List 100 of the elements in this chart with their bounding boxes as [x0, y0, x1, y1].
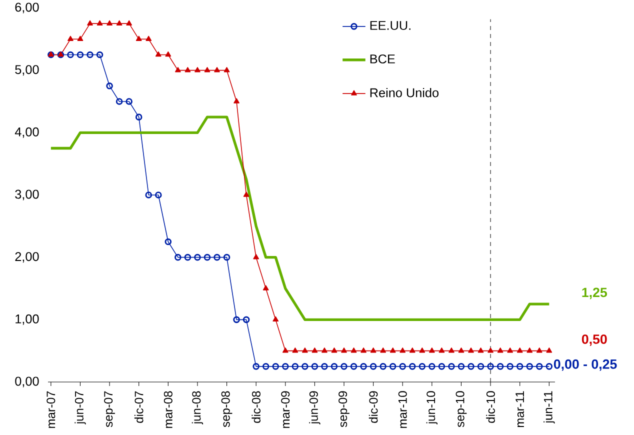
text: 0,50	[582, 334, 607, 346]
point	[272, 363, 280, 370]
x-tick-label: mar-11	[516, 391, 524, 428]
point	[428, 363, 436, 370]
point	[458, 363, 465, 370]
point	[497, 348, 504, 353]
point	[204, 66, 210, 72]
point	[252, 363, 260, 370]
point	[164, 238, 172, 246]
point	[174, 66, 181, 72]
point	[360, 363, 367, 370]
point	[419, 348, 426, 353]
point	[165, 51, 172, 57]
x-tick-label: dic-07	[134, 391, 144, 423]
point	[106, 82, 113, 90]
point	[468, 363, 474, 370]
point	[96, 51, 104, 58]
point	[448, 348, 454, 353]
point	[409, 348, 416, 353]
point	[262, 363, 270, 370]
x-tick-label: mar-10	[398, 391, 407, 428]
point	[224, 66, 230, 72]
point	[438, 363, 446, 370]
x-tick-label: jun-07	[74, 391, 86, 424]
point	[360, 348, 366, 353]
point	[487, 363, 494, 370]
point	[536, 363, 543, 370]
point	[86, 51, 94, 58]
point	[330, 363, 338, 370]
point	[448, 363, 455, 370]
x-tick-label: jun-10	[426, 391, 438, 424]
x-tick-label: jun-09	[309, 391, 320, 424]
point	[321, 363, 328, 370]
point	[194, 66, 200, 72]
point	[408, 363, 416, 370]
point	[418, 363, 426, 370]
point	[340, 363, 348, 370]
point	[302, 363, 308, 370]
point	[68, 36, 74, 42]
point	[136, 36, 142, 42]
y-tick-label: 3,00	[15, 190, 39, 200]
point	[146, 36, 152, 42]
x-tick-label: dic-10	[486, 391, 495, 423]
y-tick-label: 4,00	[14, 127, 39, 138]
point	[341, 348, 347, 353]
point	[526, 348, 533, 353]
point	[126, 20, 132, 26]
point	[400, 348, 406, 353]
x-tick-label: sep-08	[221, 391, 232, 428]
point	[478, 348, 484, 353]
point	[468, 348, 474, 353]
point	[546, 348, 552, 353]
text: 1,25	[582, 288, 607, 300]
x-tick-label: sep-10	[456, 391, 467, 428]
x-tick-label: sep-09	[338, 391, 350, 428]
point	[87, 20, 93, 26]
point	[242, 316, 250, 324]
point	[116, 98, 123, 105]
point	[253, 254, 260, 260]
point	[77, 36, 84, 42]
point	[536, 348, 542, 353]
point	[214, 66, 220, 72]
x-tick-label: dic-08	[252, 391, 260, 423]
point	[145, 192, 152, 198]
point	[174, 254, 182, 261]
point	[389, 363, 396, 370]
point	[302, 348, 308, 353]
x-tick-label: mar-08	[164, 391, 172, 428]
point	[488, 348, 494, 353]
point	[67, 51, 74, 58]
point	[243, 192, 250, 197]
point	[135, 114, 142, 120]
annotation: 0,00 - 0,25	[554, 359, 617, 371]
point	[458, 348, 464, 353]
y-tick-label: 6,00	[15, 2, 39, 14]
point	[282, 363, 289, 370]
point	[184, 66, 191, 72]
point	[380, 363, 386, 370]
y-tick-label: 0,00	[15, 376, 39, 388]
point	[331, 348, 338, 353]
point	[496, 363, 504, 370]
y-tick-label: 2,00	[15, 252, 39, 263]
point	[526, 363, 534, 370]
point	[233, 316, 240, 324]
y-tick-label: 5,00	[15, 65, 39, 76]
point	[96, 20, 103, 26]
point	[116, 20, 122, 26]
point	[106, 20, 112, 26]
point	[428, 348, 435, 353]
point	[262, 285, 269, 290]
point	[194, 254, 201, 261]
point	[154, 192, 162, 198]
point	[390, 348, 396, 353]
legend-label: EE.UU.	[370, 21, 410, 30]
point	[223, 254, 230, 261]
point	[292, 363, 299, 370]
point	[76, 51, 84, 58]
point	[282, 348, 288, 353]
point	[214, 254, 220, 261]
point	[380, 348, 386, 353]
